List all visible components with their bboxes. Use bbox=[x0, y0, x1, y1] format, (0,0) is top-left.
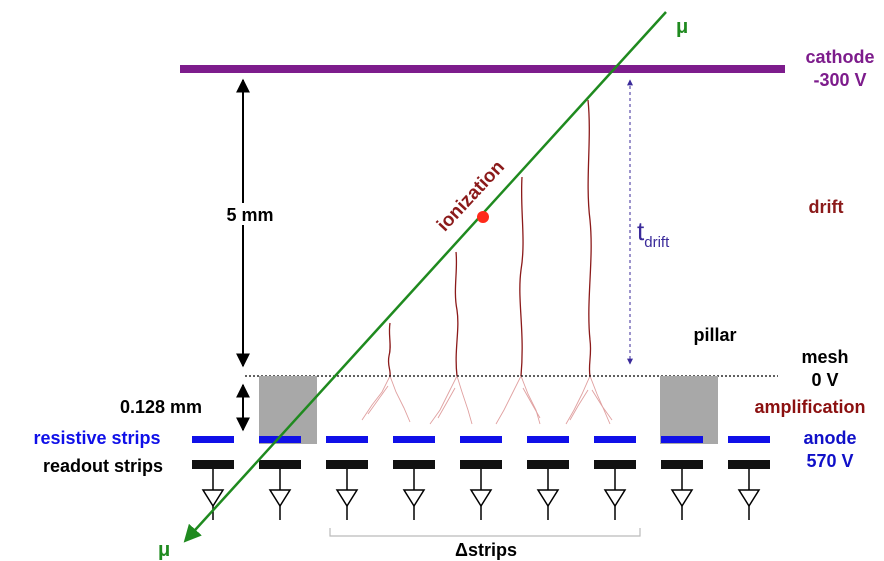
drift-path-3 bbox=[519, 176, 524, 377]
amp-gap-label: 0.128 mm bbox=[120, 397, 202, 417]
pillar-right bbox=[660, 376, 718, 444]
resistive-strip bbox=[527, 436, 569, 443]
readout-amplifiers bbox=[201, 469, 761, 520]
drift-path-4 bbox=[587, 99, 592, 377]
readout-strips bbox=[192, 460, 770, 469]
drift-electron-paths bbox=[387, 99, 592, 377]
cathode-label: cathode bbox=[805, 47, 874, 67]
drift-path-2 bbox=[454, 251, 459, 377]
pillar-left bbox=[259, 376, 317, 444]
readout-strip bbox=[661, 460, 703, 469]
readout-strip bbox=[527, 460, 569, 469]
pillar-label: pillar bbox=[693, 325, 736, 345]
resistive-strip bbox=[326, 436, 368, 443]
muon-label-top: μ bbox=[676, 16, 688, 38]
mesh-voltage-label: 0 V bbox=[811, 370, 838, 390]
readout-strip bbox=[326, 460, 368, 469]
resistive-strip bbox=[460, 436, 502, 443]
resistive-strips bbox=[192, 436, 770, 443]
anode-label: anode bbox=[803, 428, 856, 448]
drift-gap-label: 5 mm bbox=[226, 205, 273, 225]
amplifier-icon bbox=[670, 469, 694, 520]
amplifier-icon bbox=[335, 469, 359, 520]
readout-strip bbox=[728, 460, 770, 469]
amplification-label: amplification bbox=[754, 397, 865, 417]
delta-strips-label: Δstrips bbox=[455, 540, 517, 560]
amplifier-icon bbox=[268, 469, 292, 520]
amplifier-icon bbox=[402, 469, 426, 520]
readout-strips-label: readout strips bbox=[43, 456, 163, 476]
delta-strips-bracket bbox=[329, 528, 641, 537]
amplifier-icon bbox=[603, 469, 627, 520]
resistive-strip bbox=[661, 436, 703, 443]
cathode-plane bbox=[180, 65, 785, 73]
t-drift-label: tdrift bbox=[637, 216, 670, 251]
ionization-point bbox=[477, 211, 489, 223]
avalanche-traces bbox=[361, 375, 613, 425]
readout-strip bbox=[259, 460, 301, 469]
muon-track bbox=[183, 11, 667, 543]
resistive-strip bbox=[393, 436, 435, 443]
muon-label-bottom: μ bbox=[158, 539, 170, 561]
resistive-strip bbox=[259, 436, 301, 443]
resistive-strips-label: resistive strips bbox=[33, 428, 160, 448]
amplifier-icon bbox=[469, 469, 493, 520]
anode-voltage-label: 570 V bbox=[806, 451, 853, 471]
drift-label: drift bbox=[809, 197, 844, 217]
resistive-strip bbox=[728, 436, 770, 443]
amplifier-icon bbox=[201, 469, 225, 520]
drift-gap-label-bg bbox=[222, 203, 282, 225]
cathode-voltage-label: -300 V bbox=[813, 70, 866, 90]
drift-path-1 bbox=[387, 322, 391, 377]
readout-strip bbox=[460, 460, 502, 469]
amplifier-icon bbox=[737, 469, 761, 520]
mesh-label: mesh bbox=[801, 347, 848, 367]
readout-strip bbox=[192, 460, 234, 469]
readout-strip bbox=[594, 460, 636, 469]
resistive-strip bbox=[594, 436, 636, 443]
amplifier-icon bbox=[536, 469, 560, 520]
readout-strip bbox=[393, 460, 435, 469]
resistive-strip bbox=[192, 436, 234, 443]
